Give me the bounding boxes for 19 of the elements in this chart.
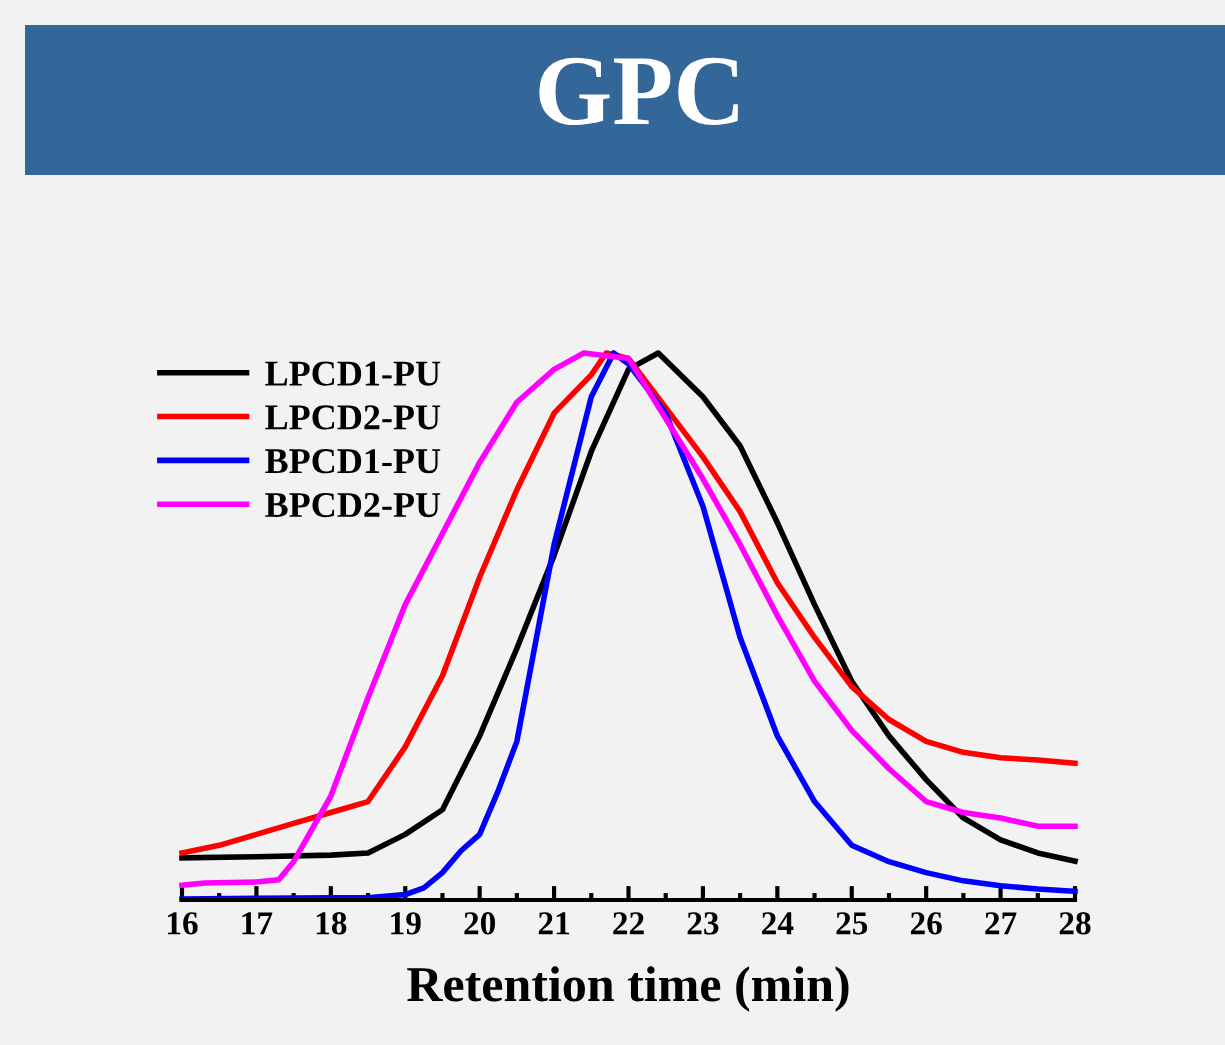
x-tick-label: 23 xyxy=(687,912,719,935)
legend-label: LPCD1-PU xyxy=(265,361,441,386)
x-tick-label: 22 xyxy=(613,912,644,935)
legend-label: BPCD1-PU xyxy=(265,449,441,474)
x-tick-label: 19 xyxy=(391,912,421,935)
x-tick-label: 26 xyxy=(910,912,942,935)
x-tick-label: 17 xyxy=(242,912,273,935)
x-tick-label: 25 xyxy=(836,912,868,935)
x-tick-label: 20 xyxy=(464,912,496,935)
x-tick-label: 18 xyxy=(316,912,347,935)
legend-label: LPCD2-PU xyxy=(265,405,441,430)
x-tick-label: 24 xyxy=(762,912,794,935)
x-tick-label: 27 xyxy=(985,912,1017,935)
chart-title: GPC xyxy=(539,57,738,126)
x-axis-title: Retention time (min) xyxy=(407,966,849,1012)
legend-label: BPCD2-PU xyxy=(265,492,441,518)
x-tick-label: 16 xyxy=(168,912,198,935)
x-tick-label: 28 xyxy=(1059,912,1091,935)
x-tick-label: 21 xyxy=(538,912,570,935)
